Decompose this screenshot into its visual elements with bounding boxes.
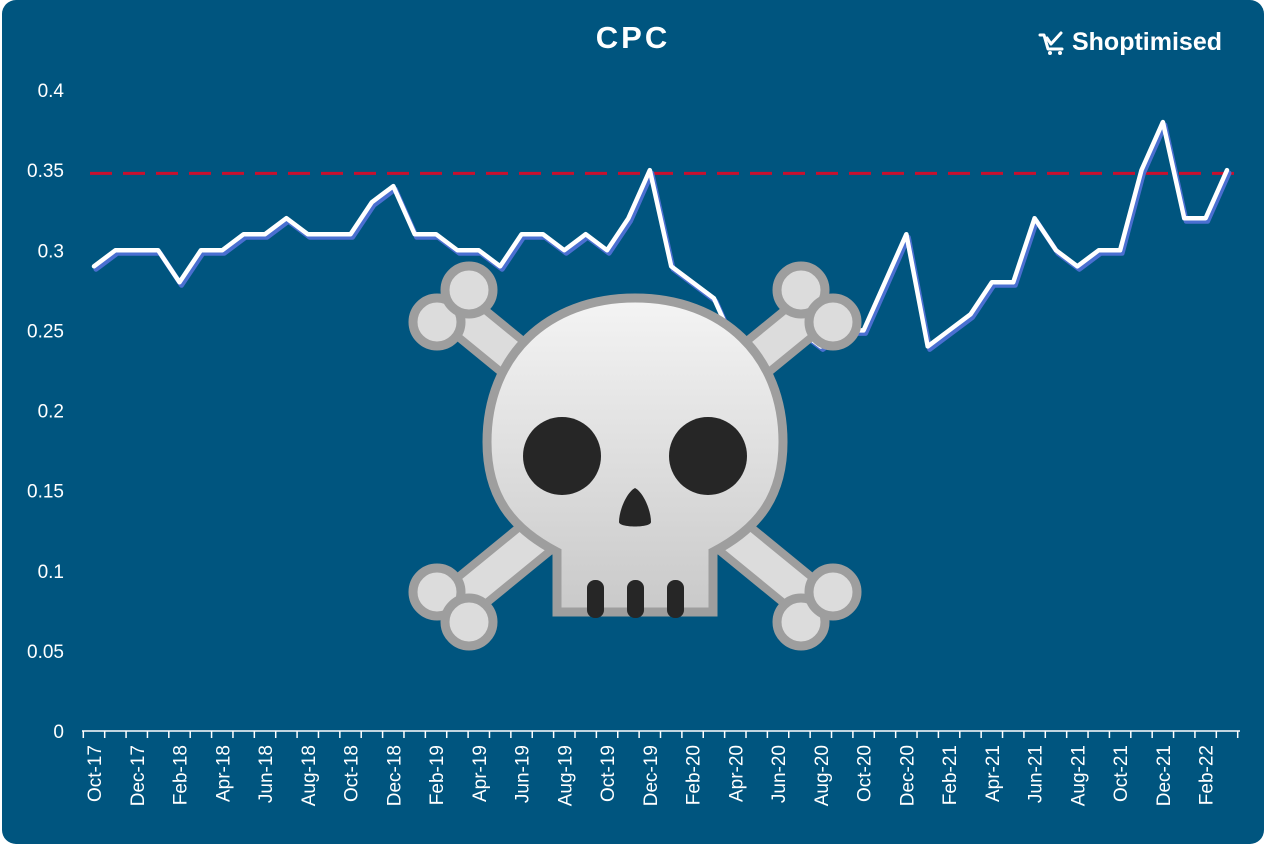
brand-name: Shoptimised xyxy=(1071,28,1222,56)
x-tick-label: Oct-18 xyxy=(342,745,363,802)
series-group xyxy=(91,119,1232,368)
x-tick-label: Oct-17 xyxy=(85,745,106,802)
y-tick-label: 0.1 xyxy=(38,562,64,583)
y-tick-label: 0.05 xyxy=(27,642,64,663)
y-tick-label: 0.3 xyxy=(38,241,64,262)
y-tick-label: 0.25 xyxy=(27,321,64,342)
x-tick-label: Aug-19 xyxy=(555,745,576,806)
x-tick-label: Feb-19 xyxy=(427,745,448,805)
x-tick-label: Dec-17 xyxy=(128,745,149,806)
y-tick-label: 0.35 xyxy=(27,161,64,182)
x-tick-label: Apr-19 xyxy=(470,745,491,802)
skull-and-crossbones-icon xyxy=(408,261,862,651)
x-tick-label: Dec-20 xyxy=(897,745,918,806)
cart-icon xyxy=(1038,31,1064,55)
x-axis: Oct-17 Dec-17 Feb-18 Apr-18 Jun-18 Aug-18 Oct-… xyxy=(82,730,1240,806)
y-axis-ticks: 0 0.05 0.1 0.15 0.2 0.25 0.3 0.35 0.4 xyxy=(27,81,64,743)
series-line xyxy=(91,119,1230,365)
brand-logo: Shoptimised xyxy=(1038,28,1222,57)
x-tick-label: Feb-18 xyxy=(171,745,192,805)
y-tick-label: 0.15 xyxy=(27,482,64,503)
x-tick-label: Aug-20 xyxy=(812,745,833,806)
x-tick-label: Oct-21 xyxy=(1111,745,1132,802)
x-tick-label: Jun-20 xyxy=(769,745,790,803)
x-tick-label: Feb-21 xyxy=(940,745,961,805)
y-tick-label: 0 xyxy=(53,722,64,743)
chart-title: CPC xyxy=(595,20,671,55)
x-tick-label: Oct-20 xyxy=(855,745,876,802)
drop-lines xyxy=(93,122,1228,731)
x-tick-label: Apr-18 xyxy=(213,745,234,802)
x-tick-label: Feb-20 xyxy=(684,745,705,805)
x-tick-label: Dec-18 xyxy=(384,745,405,806)
x-tick-label: Dec-19 xyxy=(641,745,662,806)
y-tick-label: 0.4 xyxy=(38,81,65,102)
x-tick-label: Apr-21 xyxy=(983,745,1004,802)
x-tick-label: Jun-21 xyxy=(1026,745,1047,803)
x-tick-label: Apr-20 xyxy=(726,745,747,802)
y-tick-label: 0.2 xyxy=(38,402,64,423)
x-tick-label: Aug-21 xyxy=(1068,745,1089,806)
x-tick-label: Feb-22 xyxy=(1197,745,1218,805)
x-tick-label: Jun-19 xyxy=(513,745,534,803)
x-tick-label: Jun-18 xyxy=(256,745,277,803)
x-tick-label: Dec-21 xyxy=(1154,745,1175,806)
x-tick-label: Oct-19 xyxy=(598,745,619,802)
x-tick-label: Aug-18 xyxy=(299,745,320,806)
